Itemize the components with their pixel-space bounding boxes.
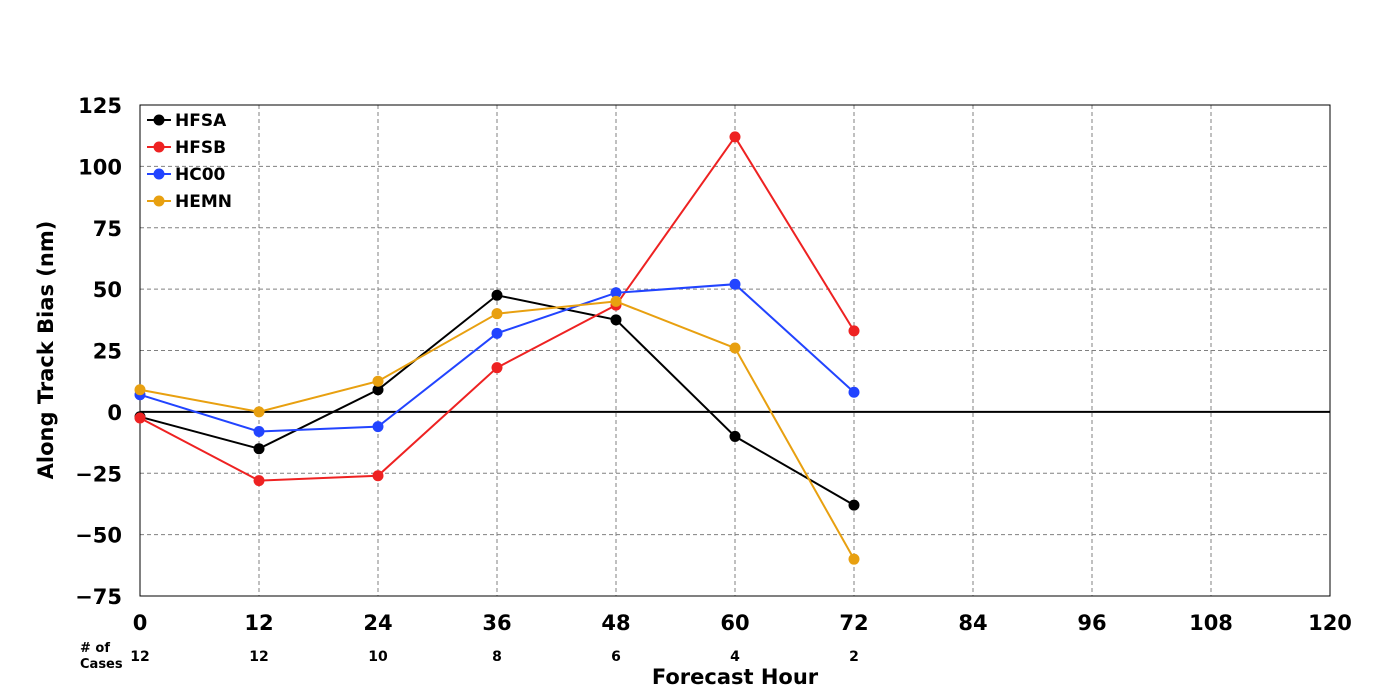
legend-item-hfsb: HFSB [147, 138, 226, 158]
y-tick-label: −25 [75, 462, 122, 486]
data-point [253, 406, 265, 418]
x-tick-label: 0 [133, 611, 148, 635]
x-axis-title: Forecast Hour [652, 665, 819, 689]
legend-item-hc00: HC00 [147, 165, 226, 185]
legend-label: HEMN [175, 192, 232, 212]
x-tick-label: 36 [482, 611, 511, 635]
data-point [491, 362, 503, 374]
legend-label: HFSA [175, 111, 227, 131]
legend-item-hemn: HEMN [147, 192, 232, 212]
y-axis-title: Along Track Bias (nm) [34, 221, 58, 480]
case-count: 2 [849, 649, 859, 665]
y-tick-label: 25 [93, 340, 122, 364]
y-tick-label: 75 [93, 217, 122, 241]
case-count: 12 [249, 649, 268, 665]
data-point [848, 553, 860, 565]
case-count: 10 [368, 649, 388, 665]
x-tick-label: 96 [1077, 611, 1106, 635]
series-layer [134, 131, 860, 565]
legend: HFSA HFSB HC00 HEMN [147, 111, 232, 212]
x-tick-labels: 0 12 24 36 48 60 72 84 96 108 120 [133, 611, 1352, 635]
data-point [134, 384, 146, 396]
x-tick-label: 120 [1308, 611, 1352, 635]
case-count: 4 [730, 649, 740, 665]
legend-marker [153, 114, 165, 126]
data-point [491, 289, 503, 301]
case-count: 6 [611, 649, 621, 665]
legend-marker [153, 141, 165, 153]
y-tick-label: −75 [75, 585, 122, 609]
data-point [372, 384, 384, 396]
case-count: 12 [130, 649, 149, 665]
cases-row: # of Cases 12 12 10 8 6 4 2 [80, 641, 859, 672]
x-tick-label: 48 [601, 611, 630, 635]
data-point [372, 375, 384, 387]
legend-item-hfsa: HFSA [147, 111, 227, 131]
data-point [491, 327, 503, 339]
data-point [729, 278, 741, 290]
y-tick-label: 0 [107, 401, 122, 425]
data-point [729, 430, 741, 442]
data-point [610, 295, 622, 307]
x-tick-label: 60 [720, 611, 749, 635]
data-point [372, 470, 384, 482]
data-point [491, 308, 503, 320]
legend-marker [153, 195, 165, 207]
data-point [729, 342, 741, 354]
data-point [134, 412, 146, 424]
plot-area-frame [139, 104, 1331, 597]
data-point [372, 421, 384, 433]
x-tick-label: 12 [244, 611, 273, 635]
legend-label: HC00 [175, 165, 226, 185]
y-tick-label: 100 [78, 155, 122, 179]
x-tick-label: 24 [363, 611, 392, 635]
data-point [253, 426, 265, 438]
data-point [848, 325, 860, 337]
y-tick-label: 50 [93, 278, 122, 302]
data-point [729, 131, 741, 143]
data-point [253, 475, 265, 487]
data-point [610, 287, 622, 299]
cases-header-line1: # of [80, 641, 110, 656]
y-tick-label: 125 [78, 94, 122, 118]
legend-label: HFSB [175, 138, 226, 158]
data-point [253, 443, 265, 455]
y-tick-labels: −75 −50 −25 0 25 50 75 100 125 [75, 94, 122, 609]
series-hemn [134, 295, 860, 565]
data-point [610, 314, 622, 326]
data-point [848, 499, 860, 511]
legend-marker [153, 168, 165, 180]
x-tick-label: 72 [839, 611, 868, 635]
case-count: 8 [492, 649, 502, 665]
cases-header-line2: Cases [80, 657, 123, 672]
y-tick-label: −50 [75, 524, 122, 548]
data-point [848, 386, 860, 398]
x-tick-label: 108 [1189, 611, 1233, 635]
x-tick-label: 84 [958, 611, 987, 635]
